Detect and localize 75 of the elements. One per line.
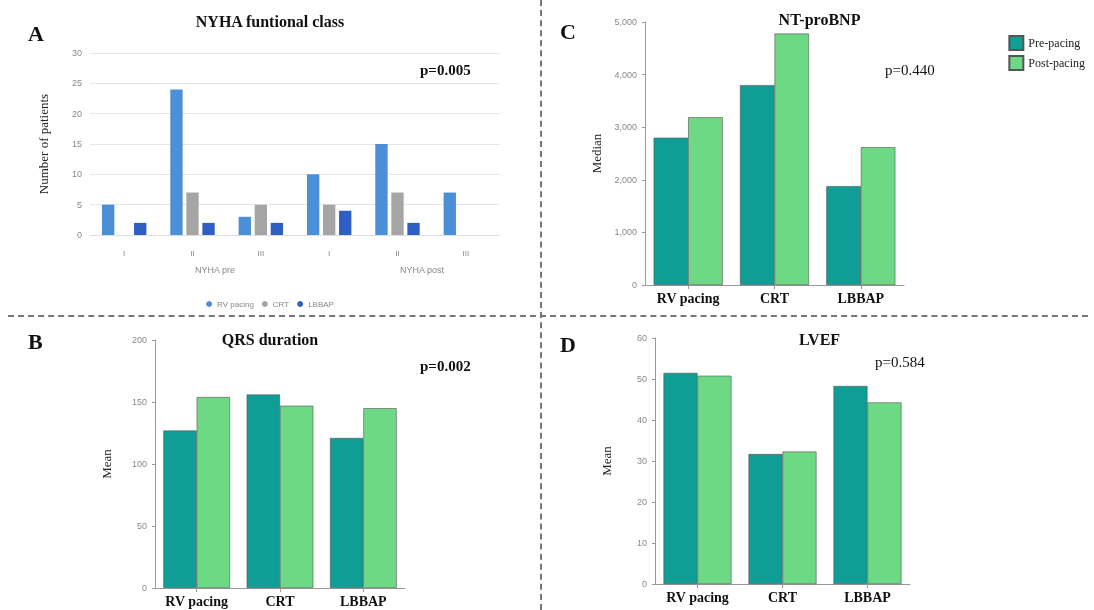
y-tick-label: 15 [71, 139, 82, 149]
y-tick-label: 5,000 [614, 17, 637, 27]
text: B [28, 328, 43, 354]
x-tick-label: III [257, 248, 265, 258]
annotation: p=0.584 [875, 353, 926, 370]
y-tick-label: 200 [131, 335, 147, 345]
y-tick-label: 60 [636, 333, 647, 343]
text: NYHA pre [195, 264, 236, 275]
y-tick-label: 20 [71, 108, 82, 119]
annotation: p=0.005 [420, 61, 471, 78]
bar [323, 204, 336, 235]
x-tick-label: RV pacing [165, 593, 228, 609]
bar [202, 222, 215, 235]
bar [238, 216, 251, 235]
y-tick-label: 3,000 [614, 122, 637, 133]
text: C [560, 18, 576, 44]
x-tick-label: III [462, 248, 470, 258]
chart-title: LVEF [798, 330, 841, 348]
y-tick-label: 10 [71, 169, 82, 180]
annotation: p=0.440 [885, 61, 935, 78]
y-tick-label: 50 [636, 374, 647, 384]
y-axis-title: Median [589, 133, 604, 174]
x-tick-label: RV pacing [666, 589, 729, 605]
chart-title: NT-proBNP [778, 10, 861, 29]
y-axis-title: Number of patients [36, 93, 51, 195]
bar [134, 222, 147, 235]
x-tick-label: II [190, 248, 195, 258]
legend-label: Post-pacing [1028, 56, 1086, 70]
y-tick-label: 30 [71, 48, 82, 58]
chart-title: QRS duration [221, 330, 319, 348]
x-tick-label: I [328, 248, 331, 258]
chart-title: NYHA funtional class [195, 12, 345, 30]
y-tick-label: 0 [631, 280, 637, 290]
y-tick-label: 0 [641, 579, 647, 589]
bar [443, 192, 456, 235]
bar [254, 204, 267, 235]
y-tick-label: 0 [141, 583, 147, 593]
y-tick-label: 25 [71, 78, 82, 89]
y-tick-label: 40 [636, 415, 647, 425]
x-tick-label: II [395, 248, 400, 258]
text: NYHA post [400, 264, 445, 275]
y-tick-label: 2,000 [614, 174, 637, 185]
legend-label: Pre-pacing [1028, 36, 1081, 50]
x-tick-label: CRT [767, 589, 798, 605]
y-tick-label: 5 [76, 199, 82, 210]
bar [306, 174, 320, 235]
bar [339, 210, 352, 235]
x-tick-label: CRT [265, 593, 296, 609]
bar [270, 222, 284, 235]
y-tick-label: 10 [636, 538, 647, 548]
y-axis-title: Mean [99, 448, 114, 479]
bar [101, 204, 115, 235]
x-tick-label: CRT [759, 290, 790, 306]
y-tick-label: 4,000 [614, 69, 637, 80]
y-tick-label: 100 [131, 459, 147, 469]
y-tick-label: 50 [136, 521, 147, 531]
x-tick-label: LBBAP [844, 589, 892, 605]
y-tick-label: 0 [76, 230, 82, 240]
y-tick-label: 150 [131, 397, 147, 407]
y-axis-title: Mean [599, 445, 614, 476]
y-tick-label: 20 [636, 497, 647, 507]
x-tick-label: LBBAP [837, 290, 885, 306]
y-tick-label: 1,000 [614, 227, 637, 238]
x-tick-label: I [123, 248, 126, 258]
bar [391, 192, 404, 235]
text: A [28, 20, 44, 46]
bar [407, 222, 420, 235]
text: p=0.002 [420, 357, 471, 374]
bar [375, 144, 388, 235]
y-tick-label: 30 [636, 456, 647, 466]
x-tick-label: RV pacing [656, 290, 720, 306]
x-tick-label: LBBAP [339, 593, 388, 609]
bar [186, 192, 199, 235]
bar [170, 89, 183, 235]
text: D [560, 331, 576, 357]
